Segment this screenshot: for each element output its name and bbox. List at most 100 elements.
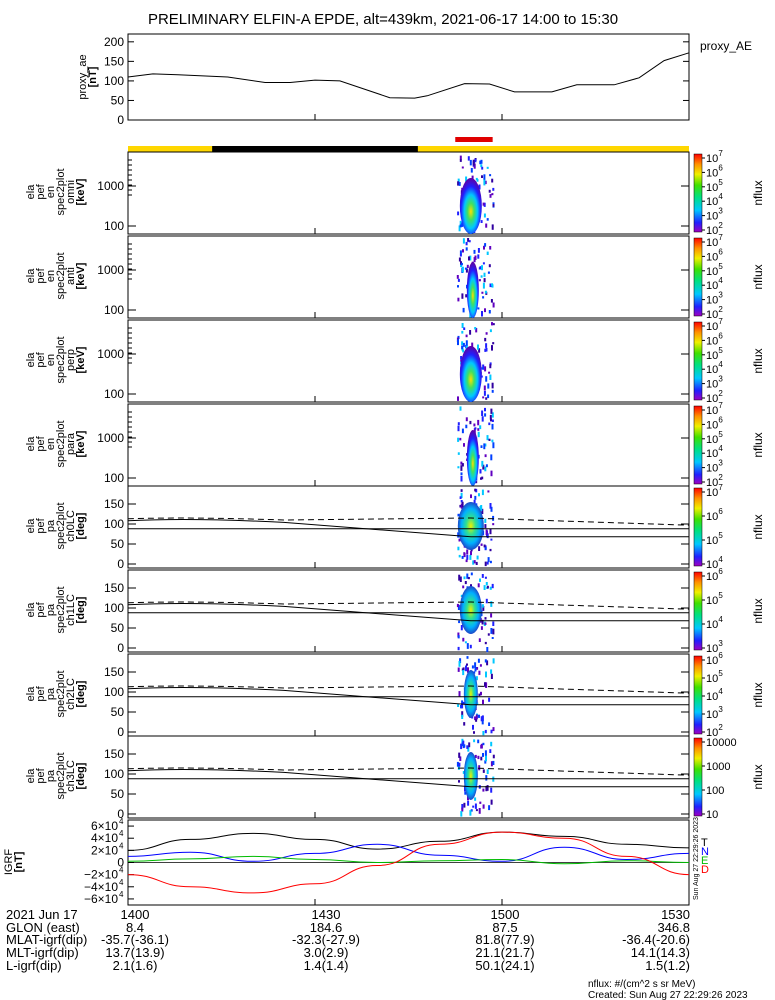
flux-speck — [485, 347, 488, 352]
flux-speck — [465, 334, 468, 338]
flux-speck — [484, 348, 487, 352]
flux-speck — [488, 438, 491, 441]
flux-speck — [480, 743, 483, 749]
panel-ylabel-line: en — [45, 438, 57, 450]
flux-speck — [466, 643, 469, 649]
flux-speck — [464, 267, 467, 270]
flux-speck — [464, 791, 467, 795]
colorbar — [693, 655, 703, 735]
flux-speck — [462, 349, 465, 353]
flux-speck — [469, 644, 472, 649]
colorbar-tick-exp: 6 — [718, 163, 723, 172]
flux-speck — [457, 532, 460, 538]
panel-ylabel-line: ela — [25, 352, 37, 368]
flux-speck — [491, 224, 494, 230]
flux-speck — [461, 428, 464, 434]
colorbar-label: nflux — [751, 764, 765, 789]
flux-speck — [466, 264, 469, 269]
flux-speck — [492, 323, 495, 326]
colorbar-tick-exp: 3 — [718, 207, 723, 216]
panel-ylabel-line: ch0LC — [65, 510, 77, 542]
flux-speck — [458, 691, 461, 697]
flux-speck — [489, 503, 492, 509]
flux-speck — [477, 344, 479, 350]
flux-speck — [490, 799, 493, 805]
flux-speck — [474, 797, 477, 801]
flux-speck — [492, 523, 495, 526]
flux-speck — [461, 330, 464, 334]
flux-speck — [489, 194, 492, 198]
panel-ylabel-line: [keV] — [75, 430, 87, 457]
colorbar-tick-exp: 4 — [718, 276, 723, 285]
flux-speck — [487, 383, 490, 389]
flux-speck — [458, 225, 461, 232]
created-note: Created: Sun Aug 27 22:29:26 2023 — [588, 990, 748, 1000]
flux-speck — [482, 464, 485, 470]
flux-speck — [469, 330, 472, 335]
flux-speck — [491, 382, 494, 389]
flux-speck — [457, 396, 459, 401]
panel-ylabel-line: en — [45, 270, 57, 282]
flux-speck — [462, 740, 465, 745]
flux-speck — [490, 669, 493, 674]
flux-speck — [478, 493, 480, 497]
panel-ytick-label: 50 — [111, 621, 125, 635]
igrf-legend-T: T — [701, 837, 708, 849]
flux-speck — [492, 204, 495, 207]
flux-speck — [479, 266, 482, 270]
flux-speck — [460, 356, 463, 360]
flux-speck — [483, 174, 486, 181]
igrf-ytick-label: −6×10 — [84, 892, 118, 906]
colorbar-label: nflux — [751, 682, 765, 707]
flux-speck — [467, 577, 470, 580]
time-row-label: 2021 Jun 17 — [6, 907, 78, 922]
flux-speck — [465, 241, 468, 246]
flux-speck — [481, 265, 483, 271]
colorbar-tick-exp: 6 — [718, 331, 723, 340]
flux-speck — [485, 671, 487, 678]
flux-speck — [484, 622, 487, 625]
flux-speck — [482, 296, 485, 299]
panel-ylabel-line: [keV] — [75, 346, 87, 373]
flux-speck — [488, 264, 491, 268]
flux-speck — [485, 598, 488, 604]
panel-ylabel-line: ch3LC — [65, 760, 77, 792]
flux-speck — [483, 272, 486, 277]
flux-speck — [480, 505, 483, 511]
flux-speck — [460, 811, 463, 817]
colorbar-label: nflux — [751, 180, 765, 205]
flux-speck — [474, 488, 477, 492]
flux-speck — [477, 254, 480, 259]
colorbar-tick-label: 10 — [706, 571, 718, 583]
panel-ytick-label: 50 — [111, 705, 125, 719]
flux-speck — [457, 178, 460, 182]
loss-cone-line — [127, 519, 689, 538]
colorbar-tick-exp: 7 — [718, 233, 723, 242]
flux-speck — [471, 342, 474, 347]
flux-speck — [475, 719, 478, 722]
flux-speck — [461, 293, 464, 299]
flux-speck — [491, 637, 494, 639]
colorbar-tick-exp: 2 — [718, 723, 723, 732]
ae-ytick-label: 50 — [111, 93, 125, 107]
flux-speck — [480, 164, 483, 168]
colorbar-tick-exp: 2 — [718, 389, 723, 398]
flux-speck — [484, 729, 487, 734]
flux-speck — [461, 222, 464, 227]
igrf-ytick-exp: 4 — [119, 829, 124, 838]
colorbar-tick-label: 10 — [706, 487, 718, 499]
igrf-legend-N: N — [701, 846, 709, 858]
colorbar-tick-label: 10 — [706, 463, 718, 475]
flux-speck — [485, 464, 488, 468]
flux-speck — [486, 251, 489, 255]
colorbar-tick-label: 10 — [706, 182, 718, 194]
flux-speck — [484, 682, 486, 687]
flux-speck — [462, 342, 465, 347]
flux-speck — [484, 243, 487, 247]
panel-ytick-label: 100 — [104, 219, 124, 233]
flux-speck — [484, 466, 487, 472]
flux-speck — [468, 240, 471, 243]
flux-speck — [460, 625, 463, 631]
flux-speck — [457, 437, 460, 442]
